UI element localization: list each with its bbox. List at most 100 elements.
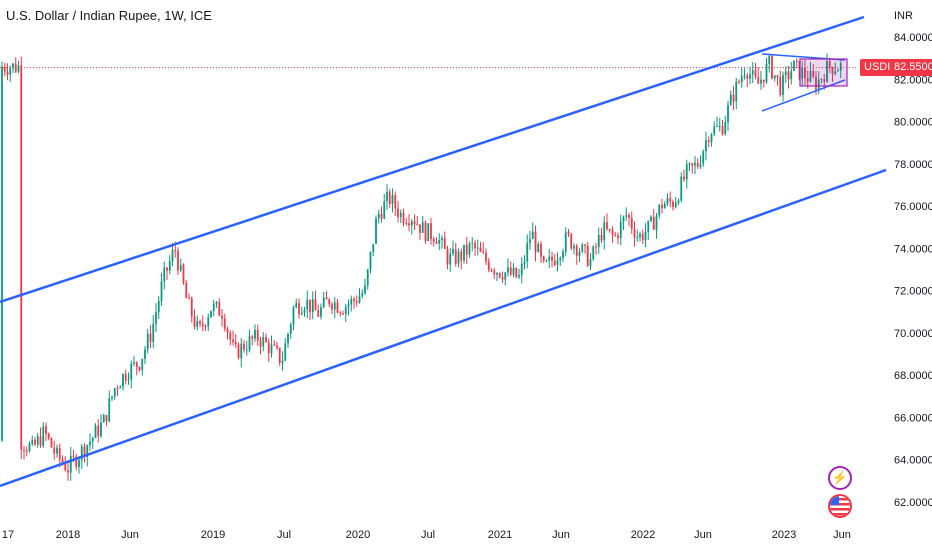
candle-body xyxy=(630,218,633,229)
wedge-lower-line[interactable] xyxy=(761,79,846,112)
candle-body xyxy=(655,215,658,230)
candle-body xyxy=(760,79,762,84)
y-tick-label: 78.0000 xyxy=(894,159,932,171)
candle-body xyxy=(496,272,498,275)
y-tick-label: 70.0000 xyxy=(894,328,932,340)
candle-body xyxy=(779,77,782,95)
candle-body xyxy=(166,267,168,271)
candle-body xyxy=(826,61,828,82)
candle-body xyxy=(262,337,265,347)
candle-body xyxy=(518,275,520,278)
candle-body xyxy=(295,303,298,308)
candle-body xyxy=(507,267,509,273)
candle-body xyxy=(226,328,229,333)
x-tick-label: Jul xyxy=(421,529,435,541)
lower-channel-line[interactable] xyxy=(0,168,887,488)
candle-body xyxy=(119,386,122,389)
candle-body xyxy=(419,224,421,233)
candle-body xyxy=(204,325,207,327)
candle-body xyxy=(540,244,542,257)
candle-body xyxy=(391,195,394,205)
candle-body xyxy=(94,425,97,438)
candle-body xyxy=(564,232,567,252)
candle-body xyxy=(163,267,166,282)
x-axis[interactable]: 17 2018 Jun 2019 Jul 2020 Jul 2021 Jun 2022 Jun 202… xyxy=(2,529,851,541)
candle-body xyxy=(344,306,347,315)
lightning-icon[interactable]: ⚡ xyxy=(828,466,852,490)
candle-body xyxy=(716,125,718,127)
candle-body xyxy=(102,415,105,423)
candle-body xyxy=(471,242,474,244)
candle-body xyxy=(501,277,504,280)
candle-body xyxy=(298,303,300,315)
candle-body xyxy=(834,71,837,75)
candle-body xyxy=(232,339,234,342)
candle-body xyxy=(504,272,507,280)
candle-body xyxy=(234,341,237,345)
x-tick-label: Jun xyxy=(694,529,712,541)
consolidation-box[interactable] xyxy=(799,58,848,87)
candle-body xyxy=(111,396,113,399)
candle-body xyxy=(435,241,438,244)
candle-body xyxy=(661,204,663,209)
candle-body xyxy=(80,446,83,460)
candle-body xyxy=(223,318,226,329)
y-tick-label: 72.0000 xyxy=(894,286,932,298)
us-flag-icon[interactable] xyxy=(828,494,852,518)
y-tick-label: 82.0000 xyxy=(894,74,932,86)
candle-body xyxy=(256,330,259,341)
candle-body xyxy=(130,363,133,380)
candle-body xyxy=(548,256,551,261)
candle-body xyxy=(306,299,309,310)
candle-body xyxy=(25,450,28,452)
candle-body xyxy=(190,298,193,317)
candle-body xyxy=(300,312,303,315)
candle-body xyxy=(89,441,91,446)
candle-body xyxy=(254,330,256,339)
candle-body xyxy=(680,176,683,201)
candle-body xyxy=(647,220,650,233)
candle-body xyxy=(641,234,644,241)
candle-body xyxy=(787,71,790,80)
candle-body xyxy=(331,304,333,310)
candle-body xyxy=(64,463,67,471)
candle-body xyxy=(529,239,531,244)
candle-body xyxy=(361,293,364,297)
y-tick-label: 76.0000 xyxy=(894,201,932,213)
candle-body xyxy=(622,216,625,222)
candle-body xyxy=(443,238,446,249)
candle-body xyxy=(317,310,320,317)
candle-body xyxy=(9,68,12,75)
candle-body xyxy=(108,398,111,422)
candle-body xyxy=(823,79,826,82)
candle-body xyxy=(738,81,740,83)
candle-body xyxy=(124,374,127,381)
upper-channel-line[interactable] xyxy=(0,15,865,304)
candle-body xyxy=(463,244,465,261)
candle-body xyxy=(600,235,603,241)
y-axis[interactable]: 84.0000 82.0000 80.0000 78.0000 76.0000 74.00… xyxy=(894,32,932,509)
candle-body xyxy=(287,333,289,344)
candle-body xyxy=(86,445,89,458)
candle-body xyxy=(218,302,221,316)
candle-body xyxy=(259,340,262,347)
candle-body xyxy=(490,269,493,271)
candle-body xyxy=(707,140,710,143)
candle-body xyxy=(424,222,427,241)
candle-body xyxy=(207,317,210,327)
candle-body xyxy=(432,238,435,242)
candle-body xyxy=(465,244,468,255)
x-tick-label: 2018 xyxy=(56,529,80,541)
candle-body xyxy=(831,67,834,75)
candle-body xyxy=(69,455,72,473)
candle-body xyxy=(72,455,75,457)
candle-body xyxy=(284,343,287,361)
candle-body xyxy=(551,256,553,261)
candle-body xyxy=(644,232,647,241)
candle-body xyxy=(193,316,196,327)
candle-body xyxy=(309,299,311,313)
candle-body xyxy=(493,270,496,275)
candle-body xyxy=(380,213,383,219)
candle-body xyxy=(509,267,512,275)
